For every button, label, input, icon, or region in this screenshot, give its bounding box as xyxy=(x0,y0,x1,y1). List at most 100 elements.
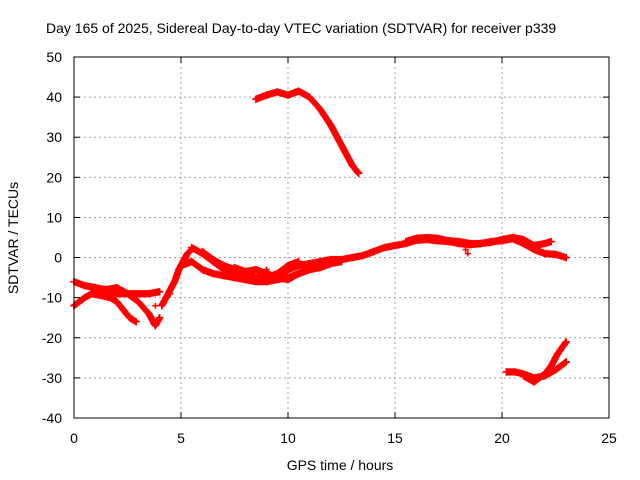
data-point xyxy=(151,321,160,330)
data-point xyxy=(305,265,314,274)
y-tick-label: 50 xyxy=(46,49,62,65)
data-point xyxy=(198,247,207,256)
x-axis-title: GPS time / hours xyxy=(287,457,394,473)
series-track-11 xyxy=(401,233,556,250)
y-tick-label: -30 xyxy=(42,370,62,386)
data-point xyxy=(530,378,538,386)
data-point xyxy=(401,237,410,246)
data-point xyxy=(187,257,196,266)
data-point xyxy=(547,237,556,246)
data-point xyxy=(294,257,303,266)
data-point xyxy=(162,293,170,302)
y-tick-label: 40 xyxy=(46,89,62,105)
data-point xyxy=(113,283,121,292)
x-tick-label: 20 xyxy=(494,430,510,446)
marker-band xyxy=(157,245,196,310)
isolated-point xyxy=(464,250,471,257)
data-point xyxy=(498,235,506,244)
data-point xyxy=(220,271,228,280)
y-tick-label: 30 xyxy=(46,129,62,145)
data-point xyxy=(316,105,324,113)
data-point xyxy=(562,337,570,346)
data-point xyxy=(466,239,474,248)
data-point xyxy=(369,247,378,256)
data-point xyxy=(412,234,421,243)
data-point xyxy=(284,91,292,99)
data-point xyxy=(80,293,89,302)
data-point xyxy=(209,269,217,278)
data-point xyxy=(327,259,335,268)
data-point xyxy=(252,273,260,282)
data-point xyxy=(187,243,196,252)
y-tick-label: 0 xyxy=(54,250,62,266)
series-track-8 xyxy=(230,263,314,284)
data-point xyxy=(316,257,324,266)
plot-frame xyxy=(73,56,610,419)
data-point xyxy=(284,261,292,270)
gridlines xyxy=(74,57,609,418)
data-point xyxy=(476,239,485,248)
data-point xyxy=(155,287,164,296)
data-point xyxy=(530,241,538,250)
data-point xyxy=(98,291,106,300)
data-point xyxy=(541,249,549,258)
y-tick-label: -40 xyxy=(42,410,62,426)
data-point xyxy=(354,169,363,178)
data-point xyxy=(230,263,239,272)
data-point xyxy=(541,370,549,378)
x-tick-labels: 0 5 10 15 20 25 xyxy=(70,430,617,446)
data-point xyxy=(125,313,134,322)
data-point xyxy=(262,91,271,99)
data-point xyxy=(508,233,517,242)
data-point xyxy=(80,281,89,290)
data-point xyxy=(113,297,121,306)
y-tick-labels: -40 -30 -20 -10 0 10 20 30 40 50 xyxy=(42,49,62,426)
series-track-2 xyxy=(70,277,164,330)
data-point xyxy=(551,250,560,259)
data-point xyxy=(294,269,303,278)
data-point xyxy=(519,235,528,244)
data-point xyxy=(91,283,100,292)
data-point xyxy=(562,358,570,366)
data-point xyxy=(348,161,356,170)
data-point xyxy=(102,285,110,294)
data-point xyxy=(380,243,389,252)
data-point xyxy=(87,289,95,298)
data-point xyxy=(337,141,346,150)
data-point xyxy=(562,253,570,262)
series-track-13 xyxy=(519,337,570,386)
data-point xyxy=(157,301,166,310)
data-point xyxy=(252,265,260,274)
marker-band xyxy=(252,87,363,178)
data-point xyxy=(348,253,356,262)
data-point xyxy=(553,350,562,358)
chart-title: Day 165 of 2025, Sidereal Day-to-day VTE… xyxy=(46,20,556,36)
x-tick-label: 15 xyxy=(387,430,403,446)
data-point xyxy=(547,362,556,370)
data-point xyxy=(511,368,519,376)
series-track-9 xyxy=(252,87,363,178)
data-point xyxy=(149,317,157,326)
isolated-point xyxy=(263,266,270,273)
data-point xyxy=(519,372,528,380)
data-point xyxy=(145,309,153,318)
y-tick-label: 20 xyxy=(46,169,62,185)
data-point xyxy=(551,366,560,374)
data-point xyxy=(273,88,282,96)
data-point xyxy=(541,239,549,248)
data-point xyxy=(444,236,453,245)
isolated-point xyxy=(167,290,174,297)
data-point xyxy=(123,289,132,298)
series-track-3 xyxy=(87,289,140,326)
data-point xyxy=(434,234,442,243)
data-point xyxy=(337,257,346,266)
data-point xyxy=(145,289,153,298)
data-point xyxy=(294,87,303,95)
data-point xyxy=(119,305,128,314)
x-tick-label: 0 xyxy=(70,430,78,446)
data-point xyxy=(487,238,496,247)
data-point xyxy=(502,368,511,376)
data-point xyxy=(305,93,314,101)
data-point xyxy=(198,265,207,274)
